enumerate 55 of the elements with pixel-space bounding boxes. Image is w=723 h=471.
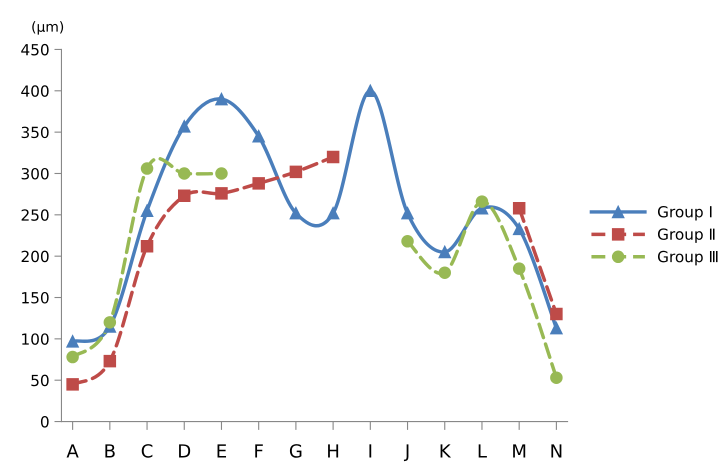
y-tick-label: 200 bbox=[22, 250, 49, 262]
point bbox=[476, 195, 488, 208]
legend-label: Group Ⅱ bbox=[658, 228, 715, 243]
x-tick-label: I bbox=[369, 444, 372, 458]
x-tick-label: E bbox=[218, 444, 226, 458]
point bbox=[178, 120, 191, 133]
y-tick-label: 150 bbox=[22, 292, 49, 304]
point bbox=[252, 130, 265, 143]
x-tick-label: D bbox=[179, 444, 190, 458]
point bbox=[252, 177, 265, 190]
y-tick-label: 100 bbox=[22, 333, 49, 345]
point bbox=[401, 206, 414, 220]
y-axis-title: (μm) bbox=[32, 21, 64, 35]
point bbox=[104, 316, 116, 329]
x-tick-label: C bbox=[142, 444, 152, 458]
x-tick-label: J bbox=[404, 444, 408, 462]
point bbox=[66, 378, 79, 391]
point bbox=[66, 350, 79, 364]
point bbox=[326, 206, 340, 220]
x-tick-label: N bbox=[551, 444, 562, 458]
x-tick-label: M bbox=[513, 444, 526, 458]
point bbox=[178, 167, 191, 180]
point bbox=[326, 150, 340, 164]
x-tick-label: L bbox=[478, 444, 487, 458]
x-tick-label: B bbox=[105, 444, 115, 458]
y-tick-label: 250 bbox=[22, 209, 49, 221]
point bbox=[104, 354, 116, 368]
x-tick-label: A bbox=[66, 444, 79, 458]
x-tick-label: F bbox=[255, 444, 263, 458]
point bbox=[178, 190, 191, 202]
y-tick-label: 300 bbox=[22, 168, 49, 180]
point bbox=[140, 162, 154, 175]
point bbox=[215, 187, 228, 200]
legend-label: Group Ⅰ bbox=[658, 206, 712, 220]
y-tick-label: 400 bbox=[21, 85, 49, 97]
point bbox=[140, 240, 154, 252]
point bbox=[438, 266, 451, 279]
legend-label: Group Ⅲ bbox=[658, 250, 718, 266]
point bbox=[66, 335, 79, 348]
point bbox=[438, 246, 451, 258]
point bbox=[290, 166, 302, 178]
y-tick-label: 450 bbox=[21, 44, 49, 56]
point bbox=[550, 371, 563, 384]
x-tick-label: H bbox=[328, 444, 338, 458]
y-tick-label: 50 bbox=[31, 374, 49, 386]
y-tick-label: 0 bbox=[40, 416, 49, 428]
point bbox=[215, 92, 228, 106]
point bbox=[290, 206, 302, 220]
point bbox=[140, 204, 154, 217]
y-tick-label: 350 bbox=[22, 126, 49, 138]
x-tick-label: G bbox=[290, 444, 302, 458]
point bbox=[401, 235, 414, 248]
point bbox=[550, 322, 563, 334]
x-tick-label: K bbox=[440, 444, 452, 458]
point bbox=[215, 167, 228, 180]
